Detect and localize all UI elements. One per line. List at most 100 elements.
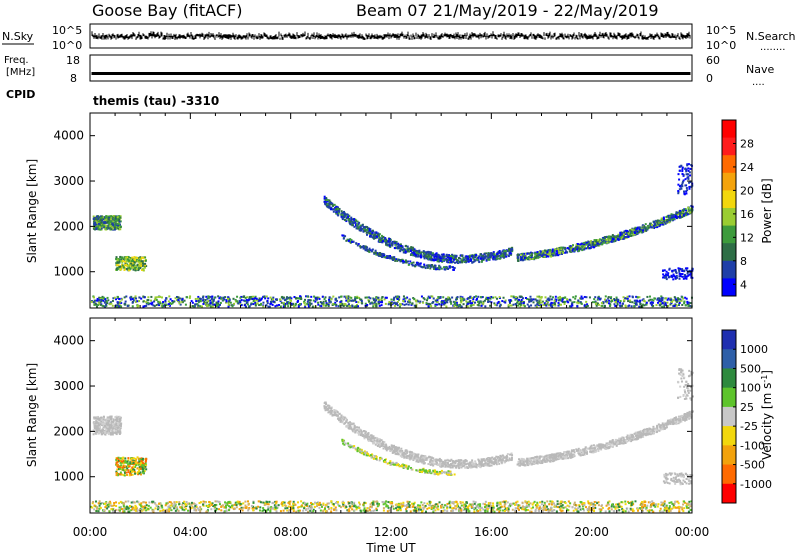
echo-cell [514, 298, 517, 301]
freq-label: Freq. [4, 55, 29, 66]
echo-cell [578, 248, 581, 251]
echo-cell [409, 249, 412, 252]
echo-cell [337, 210, 340, 213]
echo-cell [582, 243, 585, 246]
echo-cell [468, 300, 471, 303]
echo-cell [130, 262, 133, 265]
echo-cell [544, 296, 547, 299]
echo-cell [383, 240, 386, 243]
echo-cell [327, 305, 330, 308]
echo-cell [227, 303, 230, 306]
echo-cell [442, 266, 445, 269]
echo-cell [348, 214, 351, 217]
echo-cell [676, 211, 679, 214]
echo-cell [660, 217, 663, 220]
echo-cell [354, 297, 357, 300]
echo-cell [684, 275, 687, 278]
echo-cell [129, 258, 132, 261]
echo-cell [690, 275, 693, 278]
echo-cell [314, 300, 317, 303]
echo-cell [228, 297, 231, 300]
echo-cell [107, 299, 110, 302]
echo-cell [656, 221, 659, 224]
echo-cell [524, 252, 527, 255]
echo-cell [418, 249, 421, 252]
echo-cell [460, 254, 463, 257]
echo-cell [100, 221, 103, 224]
echo-cell [432, 267, 435, 270]
echo-cell [654, 223, 657, 226]
echo-cell [355, 242, 358, 245]
echo-cell [364, 249, 367, 252]
echo-cell [164, 299, 167, 302]
echo-cell [449, 258, 452, 261]
echo-cell [274, 305, 277, 308]
echo-cell [651, 223, 654, 226]
echo-cell [117, 264, 120, 267]
echo-cell [682, 210, 685, 213]
echo-cell [662, 216, 665, 219]
echo-cell [672, 305, 675, 308]
echo-cell [237, 302, 240, 305]
echo-cell [678, 215, 681, 218]
echo-cell [522, 259, 525, 262]
echo-cell [282, 302, 285, 305]
echo-cell [244, 300, 247, 303]
echo-cell [631, 301, 634, 304]
echo-cell [465, 258, 468, 261]
echo-cell [495, 304, 498, 307]
echo-cell [111, 226, 114, 229]
echo-cell [411, 248, 414, 251]
echo-cell [138, 259, 141, 262]
echo-cell [595, 239, 598, 242]
echo-cell [622, 237, 625, 240]
echo-cell [400, 303, 403, 306]
echo-cell [689, 167, 692, 170]
echo-cell [115, 227, 118, 230]
echo-cell [380, 298, 383, 301]
echo-cell [407, 263, 410, 266]
echo-cell [515, 297, 518, 300]
echo-cell [135, 258, 138, 261]
echo-cell [114, 219, 117, 222]
echo-cell [577, 247, 580, 250]
echo-cell [393, 247, 396, 250]
echo-cell [107, 219, 110, 222]
echo-cell [496, 257, 499, 260]
echo-cell [605, 299, 608, 302]
echo-cell [452, 257, 455, 260]
echo-cell [619, 236, 622, 239]
echo-cell [254, 303, 257, 306]
echo-cell [431, 264, 434, 267]
echo-cell [444, 299, 447, 302]
echo-cell [439, 266, 442, 269]
echo-cell [116, 219, 119, 222]
echo-cell [126, 256, 129, 259]
echo-cell [675, 216, 678, 219]
echo-cell [211, 295, 214, 298]
echo-cell [628, 295, 631, 298]
echo-cell [499, 252, 502, 255]
echo-cell [606, 238, 609, 241]
echo-cell [120, 305, 123, 308]
freq-top-tick: 18 [66, 54, 80, 67]
echo-cell [325, 199, 328, 202]
echo-cell [611, 240, 614, 243]
echo-cell [480, 260, 483, 263]
echo-cell [625, 235, 628, 238]
echo-cell [592, 243, 595, 246]
echo-cell [390, 298, 393, 301]
echo-cell [317, 303, 320, 306]
echo-cell [660, 296, 663, 299]
echo-cell [542, 251, 545, 254]
echo-cell [681, 303, 684, 306]
echo-cell [222, 299, 225, 302]
echo-cell [590, 243, 593, 246]
echo-cell [157, 295, 160, 298]
echo-cell [153, 305, 156, 308]
echo-cell [350, 218, 353, 221]
echo-cell [589, 241, 592, 244]
echo-cell [537, 256, 540, 259]
echo-cell [217, 295, 220, 298]
